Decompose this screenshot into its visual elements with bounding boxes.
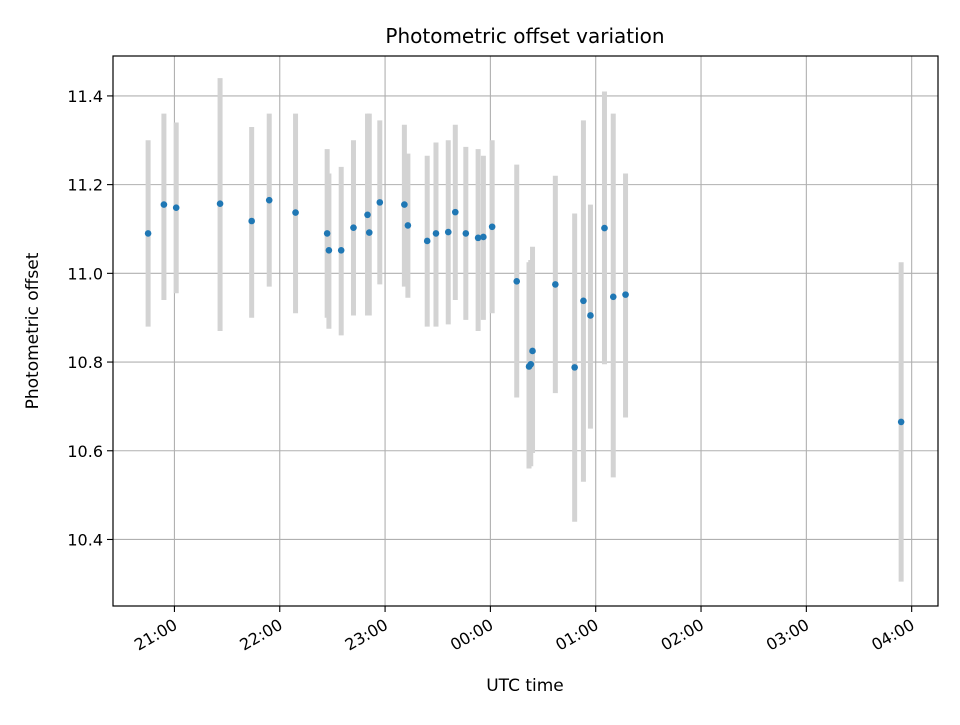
data-point bbox=[172, 204, 180, 211]
data-point bbox=[897, 418, 905, 426]
data-point bbox=[527, 360, 535, 368]
y-axis-ticks: 10.4 10.6 10.8 11.0 11.2 11.4 bbox=[67, 87, 113, 549]
data-point bbox=[571, 364, 578, 371]
data-point bbox=[423, 237, 431, 245]
data-point bbox=[364, 211, 371, 219]
x-tick-label: 02:00 bbox=[658, 615, 707, 655]
data-point bbox=[216, 200, 224, 208]
data-point bbox=[587, 312, 594, 319]
data-point bbox=[529, 347, 536, 355]
plot-frame bbox=[112, 55, 939, 607]
data-point bbox=[480, 233, 487, 241]
data-point bbox=[325, 246, 333, 254]
y-axis-label: Photometric offset bbox=[23, 252, 43, 409]
x-tick-label: 03:00 bbox=[763, 615, 812, 655]
data-point bbox=[444, 228, 452, 236]
data-point bbox=[401, 201, 408, 208]
data-point bbox=[265, 196, 273, 204]
data-point bbox=[365, 229, 373, 236]
chart-title: Photometric offset variation bbox=[385, 24, 664, 48]
data-point bbox=[462, 230, 470, 237]
x-tick-label: 04:00 bbox=[868, 615, 917, 655]
data-point bbox=[144, 230, 152, 237]
data-point bbox=[513, 278, 521, 285]
y-tick-label: 11.2 bbox=[67, 176, 103, 195]
x-tick-label: 22:00 bbox=[236, 615, 285, 655]
error-bars bbox=[145, 78, 904, 582]
data-point bbox=[432, 230, 440, 237]
data-point bbox=[160, 201, 168, 208]
x-axis-label: UTC time bbox=[486, 676, 564, 696]
grid bbox=[113, 56, 938, 606]
x-tick-label: 01:00 bbox=[552, 615, 601, 655]
data-point bbox=[337, 246, 345, 254]
data-point bbox=[580, 297, 587, 305]
y-tick-label: 10.6 bbox=[67, 442, 103, 461]
data-point bbox=[609, 293, 617, 301]
data-point bbox=[488, 223, 496, 231]
data-point bbox=[404, 222, 412, 229]
data-point bbox=[350, 224, 357, 231]
data-point bbox=[601, 224, 608, 232]
x-tick-label: 00:00 bbox=[447, 615, 496, 655]
data-point bbox=[474, 234, 482, 242]
data-point bbox=[552, 281, 559, 288]
data-point bbox=[376, 199, 384, 206]
data-points bbox=[144, 196, 905, 426]
y-tick-label: 10.4 bbox=[67, 530, 103, 549]
y-tick-label: 10.8 bbox=[67, 353, 103, 372]
x-tick-label: 23:00 bbox=[342, 615, 391, 655]
y-tick-label: 11.0 bbox=[67, 264, 103, 283]
y-tick-label: 11.4 bbox=[67, 87, 103, 106]
data-point bbox=[622, 291, 629, 298]
data-point bbox=[248, 217, 255, 225]
data-point bbox=[451, 208, 459, 216]
data-point bbox=[323, 230, 331, 237]
x-tick-label: 21:00 bbox=[131, 615, 180, 655]
x-axis-ticks: 21:00 22:00 23:00 00:00 01:00 02:00 03:00 04:00 bbox=[131, 606, 918, 655]
data-point bbox=[292, 209, 299, 216]
